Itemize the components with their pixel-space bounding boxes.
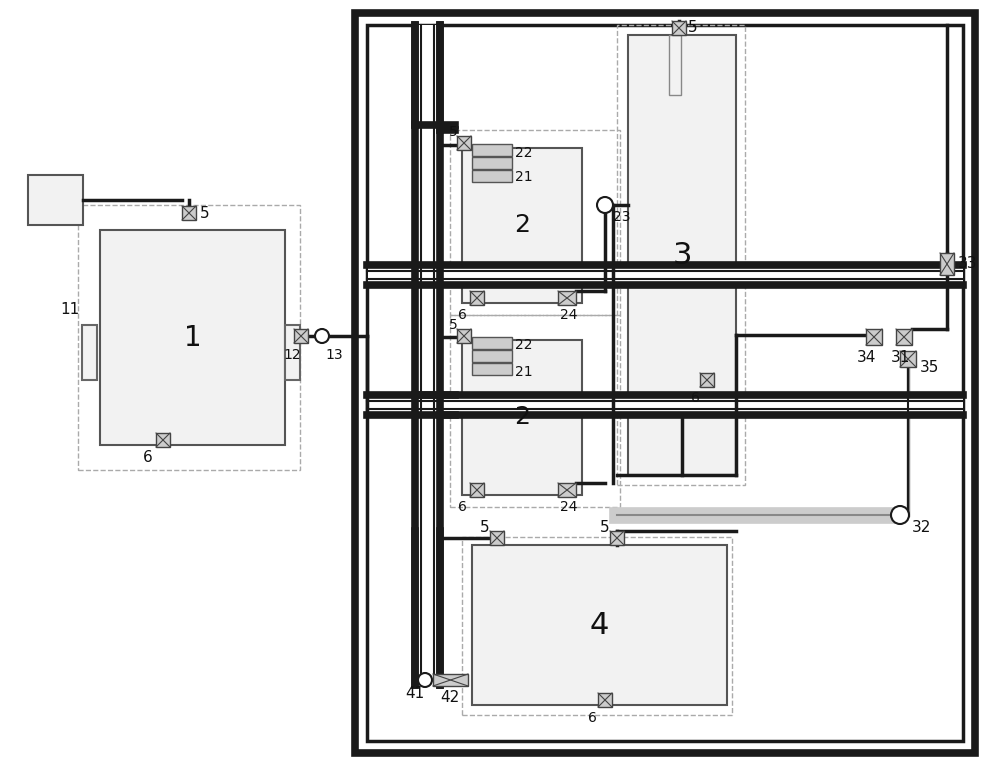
Text: 24: 24 bbox=[560, 308, 578, 322]
Bar bbox=[294, 329, 308, 343]
Bar bbox=[700, 373, 714, 387]
Bar bbox=[896, 329, 912, 345]
Bar bbox=[433, 674, 468, 686]
Text: 13: 13 bbox=[325, 348, 343, 362]
Bar bbox=[610, 531, 624, 545]
Text: 4: 4 bbox=[590, 611, 609, 639]
Bar bbox=[462, 340, 582, 495]
Bar bbox=[416, 25, 439, 685]
Bar bbox=[100, 230, 285, 445]
Bar bbox=[470, 291, 484, 305]
Text: 5: 5 bbox=[449, 318, 457, 332]
Text: 22: 22 bbox=[515, 146, 532, 160]
Bar bbox=[457, 136, 471, 150]
Bar bbox=[558, 291, 576, 305]
Bar bbox=[866, 329, 882, 345]
Bar bbox=[472, 144, 512, 156]
Bar bbox=[156, 433, 170, 447]
Text: 35: 35 bbox=[920, 360, 939, 374]
Bar bbox=[82, 325, 97, 380]
Bar bbox=[672, 21, 686, 35]
Bar bbox=[472, 545, 727, 705]
Bar bbox=[450, 315, 620, 507]
Text: 33: 33 bbox=[958, 257, 978, 271]
Bar bbox=[462, 537, 732, 715]
Bar bbox=[472, 350, 512, 362]
Bar bbox=[462, 148, 582, 303]
Text: 3: 3 bbox=[672, 240, 692, 270]
Circle shape bbox=[891, 506, 909, 524]
Text: 2: 2 bbox=[514, 213, 530, 237]
Text: 11: 11 bbox=[61, 302, 80, 318]
Text: 5: 5 bbox=[480, 521, 490, 536]
Text: 42: 42 bbox=[440, 691, 460, 705]
Bar bbox=[669, 35, 681, 95]
Bar bbox=[617, 25, 745, 485]
Bar bbox=[472, 157, 512, 169]
Text: 6: 6 bbox=[691, 391, 699, 405]
Bar bbox=[78, 205, 300, 470]
Bar bbox=[472, 170, 512, 182]
Circle shape bbox=[315, 329, 329, 343]
Circle shape bbox=[418, 673, 432, 687]
Bar bbox=[367, 25, 963, 741]
Circle shape bbox=[597, 197, 613, 213]
Bar bbox=[558, 483, 576, 497]
Text: 5: 5 bbox=[200, 205, 210, 221]
Bar bbox=[598, 693, 612, 707]
Text: 5: 5 bbox=[688, 20, 698, 36]
Text: 31: 31 bbox=[890, 350, 910, 364]
Text: 5: 5 bbox=[600, 521, 610, 536]
Bar bbox=[355, 13, 975, 753]
Bar bbox=[368, 266, 963, 284]
Bar bbox=[490, 531, 504, 545]
Text: 23: 23 bbox=[613, 210, 631, 224]
Text: 6: 6 bbox=[458, 500, 466, 514]
Bar bbox=[368, 396, 963, 414]
Text: 6: 6 bbox=[143, 449, 153, 464]
Text: 34: 34 bbox=[856, 350, 876, 364]
Text: 24: 24 bbox=[560, 500, 578, 514]
Text: 41: 41 bbox=[405, 686, 425, 701]
Bar bbox=[285, 325, 300, 380]
Text: 21: 21 bbox=[515, 170, 533, 184]
Bar bbox=[450, 130, 620, 315]
Text: 2: 2 bbox=[514, 405, 530, 429]
Text: 22: 22 bbox=[515, 338, 532, 352]
Bar bbox=[472, 337, 512, 349]
Bar bbox=[628, 35, 736, 475]
Bar bbox=[900, 351, 916, 367]
Bar bbox=[470, 483, 484, 497]
Bar bbox=[472, 363, 512, 375]
Text: 6: 6 bbox=[458, 308, 466, 322]
Bar bbox=[457, 329, 471, 343]
Text: 32: 32 bbox=[912, 519, 931, 535]
Bar bbox=[940, 253, 954, 275]
Text: 21: 21 bbox=[515, 365, 533, 379]
Text: 12: 12 bbox=[283, 348, 301, 362]
Text: 6: 6 bbox=[588, 711, 596, 725]
Bar bbox=[182, 206, 196, 220]
Text: 5: 5 bbox=[449, 125, 457, 139]
Bar bbox=[28, 175, 83, 225]
Text: 1: 1 bbox=[184, 323, 201, 352]
